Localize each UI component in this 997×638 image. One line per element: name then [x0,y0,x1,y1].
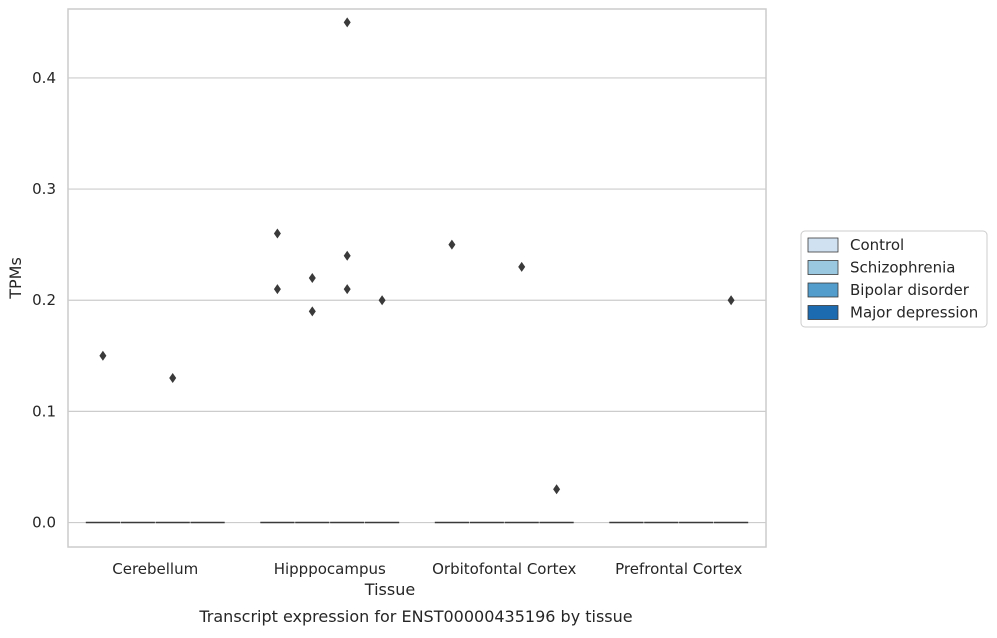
outlier-point [378,295,386,306]
outlier-point [343,17,351,28]
x-tick-label: Orbitofontal Cortex [432,560,576,578]
legend-label: Bipolar disorder [850,281,970,299]
y-tick-label: 0.4 [32,69,56,87]
legend-swatch [807,260,839,275]
outlier-point [343,250,351,261]
outlier-point [448,239,456,250]
plot-frame [67,8,767,548]
y-axis-label: TPMs [6,257,25,300]
plot-border [67,8,767,548]
outlier-point [169,373,177,384]
outlier-point [308,273,316,283]
x-axis-label: Tissue [364,580,415,599]
outlier-point [273,228,281,239]
outlier-markers [99,17,735,495]
y-tick-label: 0.0 [32,514,56,532]
legend-label: Schizophrenia [850,259,955,277]
y-tick-label: 0.3 [32,180,56,198]
legend-swatch [807,305,839,320]
legend-swatch [807,282,839,298]
outlier-point [308,306,316,317]
legend-swatch [807,237,839,253]
chart-caption: Transcript expression for ENST0000043519… [198,607,632,626]
outlier-point [553,484,561,495]
outlier-point [273,284,281,295]
outlier-point [518,261,526,272]
x-tick-label: Hipppocampus [274,560,386,578]
x-tick-label: Cerebellum [112,560,198,578]
legend-label: Major depression [850,304,978,322]
legend: Control Schizophrenia Bipolar disorder Majo… [800,230,988,328]
grid-lines [68,77,766,524]
outlier-point [343,284,351,295]
y-tick-label: 0.2 [32,291,56,309]
outlier-point [727,295,735,306]
legend-frame [800,230,988,328]
outlier-point [99,350,107,361]
legend-label: Control [850,236,904,254]
x-tick-label: Prefrontal Cortex [615,560,742,578]
x-tick-labels: Cerebellum Hipppocampus Orbitofontal Corte… [112,560,742,578]
y-tick-label: 0.1 [32,402,56,420]
y-tick-labels: 0.0 0.1 0.2 0.3 0.4 [32,69,56,532]
